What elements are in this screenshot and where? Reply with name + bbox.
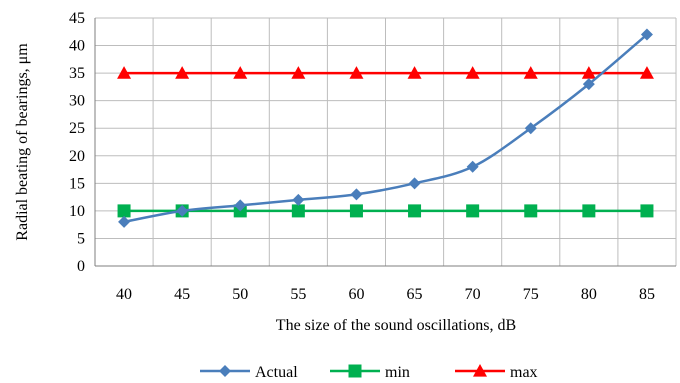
data-point — [407, 66, 422, 79]
data-point — [117, 204, 131, 218]
data-point — [466, 204, 480, 218]
y-tick-label: 15 — [69, 175, 85, 192]
y-axis-ticks: 0 5 10 15 20 25 30 35 40 45 — [69, 10, 85, 275]
legend-label: Actual — [255, 364, 298, 381]
data-point — [582, 204, 596, 218]
y-tick-label: 30 — [69, 93, 85, 110]
series-actual — [118, 28, 653, 228]
data-point — [408, 177, 421, 190]
x-tick-label: 40 — [116, 286, 132, 303]
chart-axes — [94, 18, 676, 267]
x-tick-label: 70 — [465, 286, 481, 303]
chart-series — [117, 28, 654, 228]
data-point — [640, 28, 653, 41]
data-point — [350, 188, 363, 201]
legend-item-max: max — [455, 364, 538, 381]
x-tick-label: 55 — [290, 286, 306, 303]
data-point — [524, 204, 538, 218]
data-point — [640, 204, 654, 218]
data-point — [466, 160, 479, 173]
series-max — [117, 66, 654, 79]
y-tick-label: 35 — [69, 65, 85, 82]
y-tick-label: 45 — [69, 10, 85, 27]
legend-label: min — [385, 364, 410, 381]
x-tick-label: 85 — [639, 286, 655, 303]
x-axis-title: The size of the sound oscillations, dB — [276, 317, 516, 334]
y-tick-label: 10 — [69, 203, 85, 220]
data-point — [292, 193, 305, 206]
x-tick-label: 80 — [581, 286, 597, 303]
data-point — [234, 199, 247, 212]
data-point — [523, 66, 538, 79]
chart-grid — [94, 17, 677, 266]
data-point — [233, 66, 248, 79]
x-tick-label: 75 — [523, 286, 539, 303]
legend-item-actual: Actual — [200, 364, 298, 381]
y-tick-label: 0 — [77, 258, 85, 275]
x-axis-ticks: 40 45 50 55 60 65 70 75 80 85 — [116, 286, 655, 303]
legend-marker — [348, 364, 362, 378]
y-tick-label: 25 — [69, 120, 85, 137]
data-point — [639, 66, 654, 79]
series-line — [123, 33, 648, 224]
data-point — [408, 204, 422, 218]
data-point — [176, 204, 189, 217]
data-point — [581, 66, 596, 79]
data-point — [349, 204, 363, 218]
legend-label: max — [510, 364, 538, 381]
data-point — [117, 66, 132, 79]
x-tick-label: 65 — [407, 286, 423, 303]
data-point — [291, 66, 306, 79]
y-tick-label: 5 — [77, 230, 85, 247]
data-point — [175, 66, 190, 79]
y-tick-label: 40 — [69, 38, 85, 55]
series-min — [117, 204, 654, 218]
legend-item-min: min — [330, 364, 410, 381]
y-tick-label: 20 — [69, 148, 85, 165]
data-point — [349, 66, 364, 79]
legend-marker — [473, 364, 487, 377]
data-point — [118, 215, 131, 228]
x-tick-label: 45 — [174, 286, 190, 303]
x-tick-label: 60 — [348, 286, 364, 303]
data-point — [524, 122, 537, 135]
data-point — [582, 78, 595, 91]
chart-legend: Actual min max — [200, 364, 538, 381]
y-axis-title: Radial beating of bearings, μm — [14, 43, 31, 241]
data-point — [291, 204, 305, 218]
legend-marker — [219, 365, 231, 377]
data-point — [465, 66, 480, 79]
x-tick-label: 50 — [232, 286, 248, 303]
